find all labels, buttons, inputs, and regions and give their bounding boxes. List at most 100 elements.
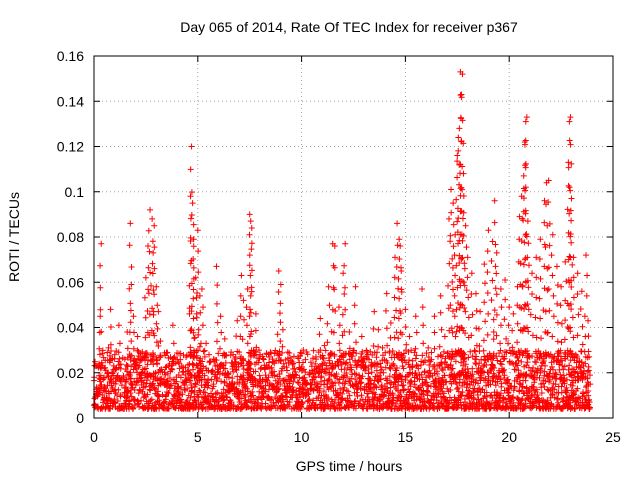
baseline-point xyxy=(148,358,155,365)
spike-fill-point xyxy=(285,376,292,383)
spike-fill-point xyxy=(229,380,236,387)
spike-fill-point xyxy=(477,377,484,384)
spike-fill-point xyxy=(454,323,461,330)
data-point xyxy=(190,236,197,243)
spike-fill-point xyxy=(566,137,573,144)
spike-fill-point xyxy=(545,264,552,271)
spike-fill-point xyxy=(526,262,533,269)
baseline-point xyxy=(459,367,466,374)
spike-fill-point xyxy=(338,373,345,380)
x-tick-label: 20 xyxy=(501,429,517,445)
spike-fill-point xyxy=(533,294,540,301)
spike-fill-point xyxy=(245,358,252,365)
spike-fill-point xyxy=(150,330,157,337)
spike-fill-point xyxy=(491,307,498,314)
data-point xyxy=(192,274,199,281)
spike-fill-point xyxy=(198,376,205,383)
baseline-point xyxy=(307,359,314,366)
baseline-point xyxy=(298,350,305,357)
spike-fill-point xyxy=(524,254,531,261)
spike-fill-point xyxy=(451,353,458,360)
spike-fill-point xyxy=(145,264,152,271)
baseline-point xyxy=(537,367,544,374)
spike-fill-point xyxy=(431,362,438,369)
spike-fill-point xyxy=(438,326,445,333)
spike-fill-point xyxy=(524,350,531,357)
baseline-point xyxy=(214,389,221,396)
baseline-point xyxy=(127,369,134,376)
spike-fill-point xyxy=(199,322,206,329)
spike-fill-point xyxy=(324,320,331,327)
baseline-point xyxy=(539,359,546,366)
spike-fill-point xyxy=(521,239,528,246)
spike-fill-point xyxy=(352,357,359,364)
baseline-point xyxy=(346,392,353,399)
spike-fill-point xyxy=(170,376,177,383)
baseline-point xyxy=(146,400,153,407)
spike-fill-point xyxy=(320,355,327,362)
data-point xyxy=(252,310,259,317)
spike-fill-point xyxy=(437,309,444,316)
data-point xyxy=(450,200,457,207)
spike-fill-point xyxy=(332,308,339,315)
spike-fill-point xyxy=(568,160,575,167)
spike-fill-point xyxy=(529,353,536,360)
spike-fill-point xyxy=(194,289,201,296)
spike-fill-point xyxy=(374,377,381,384)
baseline-point xyxy=(483,362,490,369)
y-tick-label: 0.12 xyxy=(57,139,84,155)
spike-fill-point xyxy=(384,377,391,384)
data-point xyxy=(176,360,183,367)
spike-fill-point xyxy=(213,300,220,307)
spike-fill-point xyxy=(450,286,457,293)
baseline-point xyxy=(544,397,551,404)
spike-fill-point xyxy=(546,307,553,314)
spike-fill-point xyxy=(570,294,577,301)
baseline-point xyxy=(438,365,445,372)
spike-fill-point xyxy=(383,325,390,332)
data-point xyxy=(128,281,135,288)
baseline-point xyxy=(131,355,138,362)
baseline-point xyxy=(172,360,179,367)
spike-fill-point xyxy=(127,375,134,382)
baseline-point xyxy=(240,391,247,398)
data-point xyxy=(263,376,270,383)
baseline-point xyxy=(414,403,421,410)
spike-fill-point xyxy=(440,348,447,355)
baseline-point xyxy=(462,361,469,368)
spike-fill-point xyxy=(342,350,349,357)
baseline-point xyxy=(389,390,396,397)
y-axis-label: ROTI / TECUs xyxy=(6,192,22,282)
baseline-point xyxy=(216,371,223,378)
spike-fill-point xyxy=(455,147,462,154)
baseline-point xyxy=(210,394,217,401)
baseline-point xyxy=(162,371,169,378)
data-point xyxy=(537,236,544,243)
baseline-point xyxy=(574,385,581,392)
baseline-point xyxy=(220,393,227,400)
baseline-point xyxy=(177,356,184,363)
baseline-point xyxy=(245,396,252,403)
spike-fill-point xyxy=(123,378,130,385)
spike-fill-point xyxy=(398,289,405,296)
baseline-point xyxy=(494,357,501,364)
data-point xyxy=(169,322,176,329)
spike-fill-point xyxy=(489,355,496,362)
spike-fill-point xyxy=(544,330,551,337)
baseline-point xyxy=(325,395,332,402)
spike-fill-point xyxy=(154,302,161,309)
baseline-point xyxy=(326,383,333,390)
spike-fill-point xyxy=(480,337,487,344)
spike-fill-point xyxy=(449,329,456,336)
spike-fill-point xyxy=(141,294,148,301)
spike-fill-point xyxy=(243,322,250,329)
data-point xyxy=(138,356,145,363)
data-point xyxy=(578,288,585,295)
baseline-point xyxy=(339,396,346,403)
spike-fill-point xyxy=(536,374,543,381)
baseline-point xyxy=(244,385,251,392)
spike-fill-point xyxy=(463,287,470,294)
spike-fill-point xyxy=(520,195,527,202)
data-marks xyxy=(90,68,594,412)
baseline-point xyxy=(469,365,476,372)
